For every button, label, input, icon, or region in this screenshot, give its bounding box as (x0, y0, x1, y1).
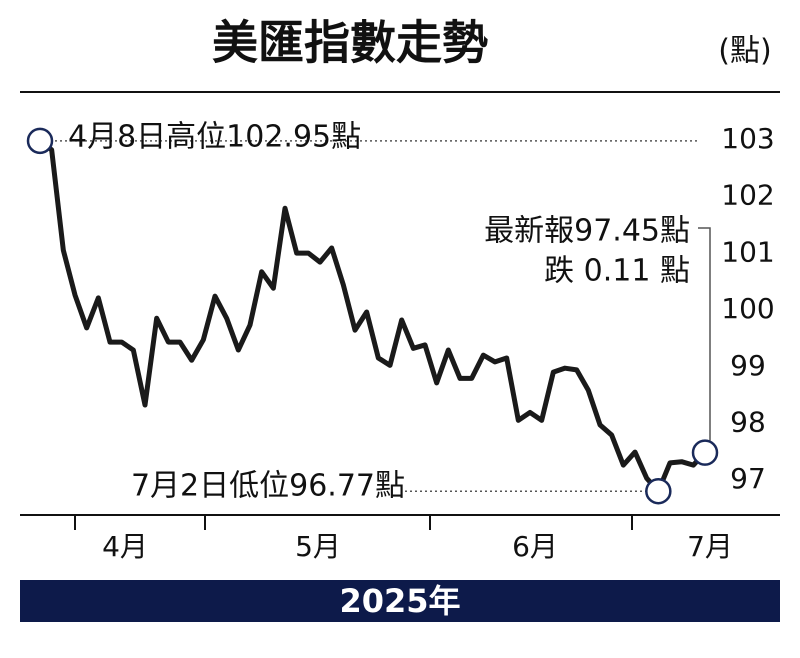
annotation: 跌 0.11 點 (544, 254, 690, 289)
x-tick-label: 4月 (102, 530, 148, 563)
y-tick-label: 103 (721, 122, 774, 155)
y-tick-label: 102 (721, 179, 774, 212)
y-tick-label: 97 (730, 462, 766, 495)
annotation: 4月8日高位102.95點 (68, 120, 361, 155)
annotation: 7月2日低位96.77點 (131, 469, 405, 504)
footer-bar (20, 580, 780, 622)
y-tick-label: 98 (730, 405, 766, 438)
x-tick-label: 7月 (687, 530, 733, 563)
footer-label: 2025年 (339, 582, 460, 620)
point-marker (691, 439, 719, 466)
x-tick-label: 5月 (295, 530, 341, 563)
y-tick-label: 100 (721, 292, 774, 325)
unit-label: (點) (718, 34, 771, 69)
point-marker (26, 127, 54, 155)
x-tick-label: 6月 (512, 530, 558, 563)
line (38, 138, 707, 494)
y-tick-label: 101 (721, 235, 774, 268)
y-tick-label: 99 (730, 349, 766, 382)
chart-title: 美匯指數走勢 (212, 16, 488, 70)
leader-line (698, 227, 711, 441)
annotation: 最新報97.45點 (484, 214, 690, 249)
point-marker (645, 477, 672, 505)
